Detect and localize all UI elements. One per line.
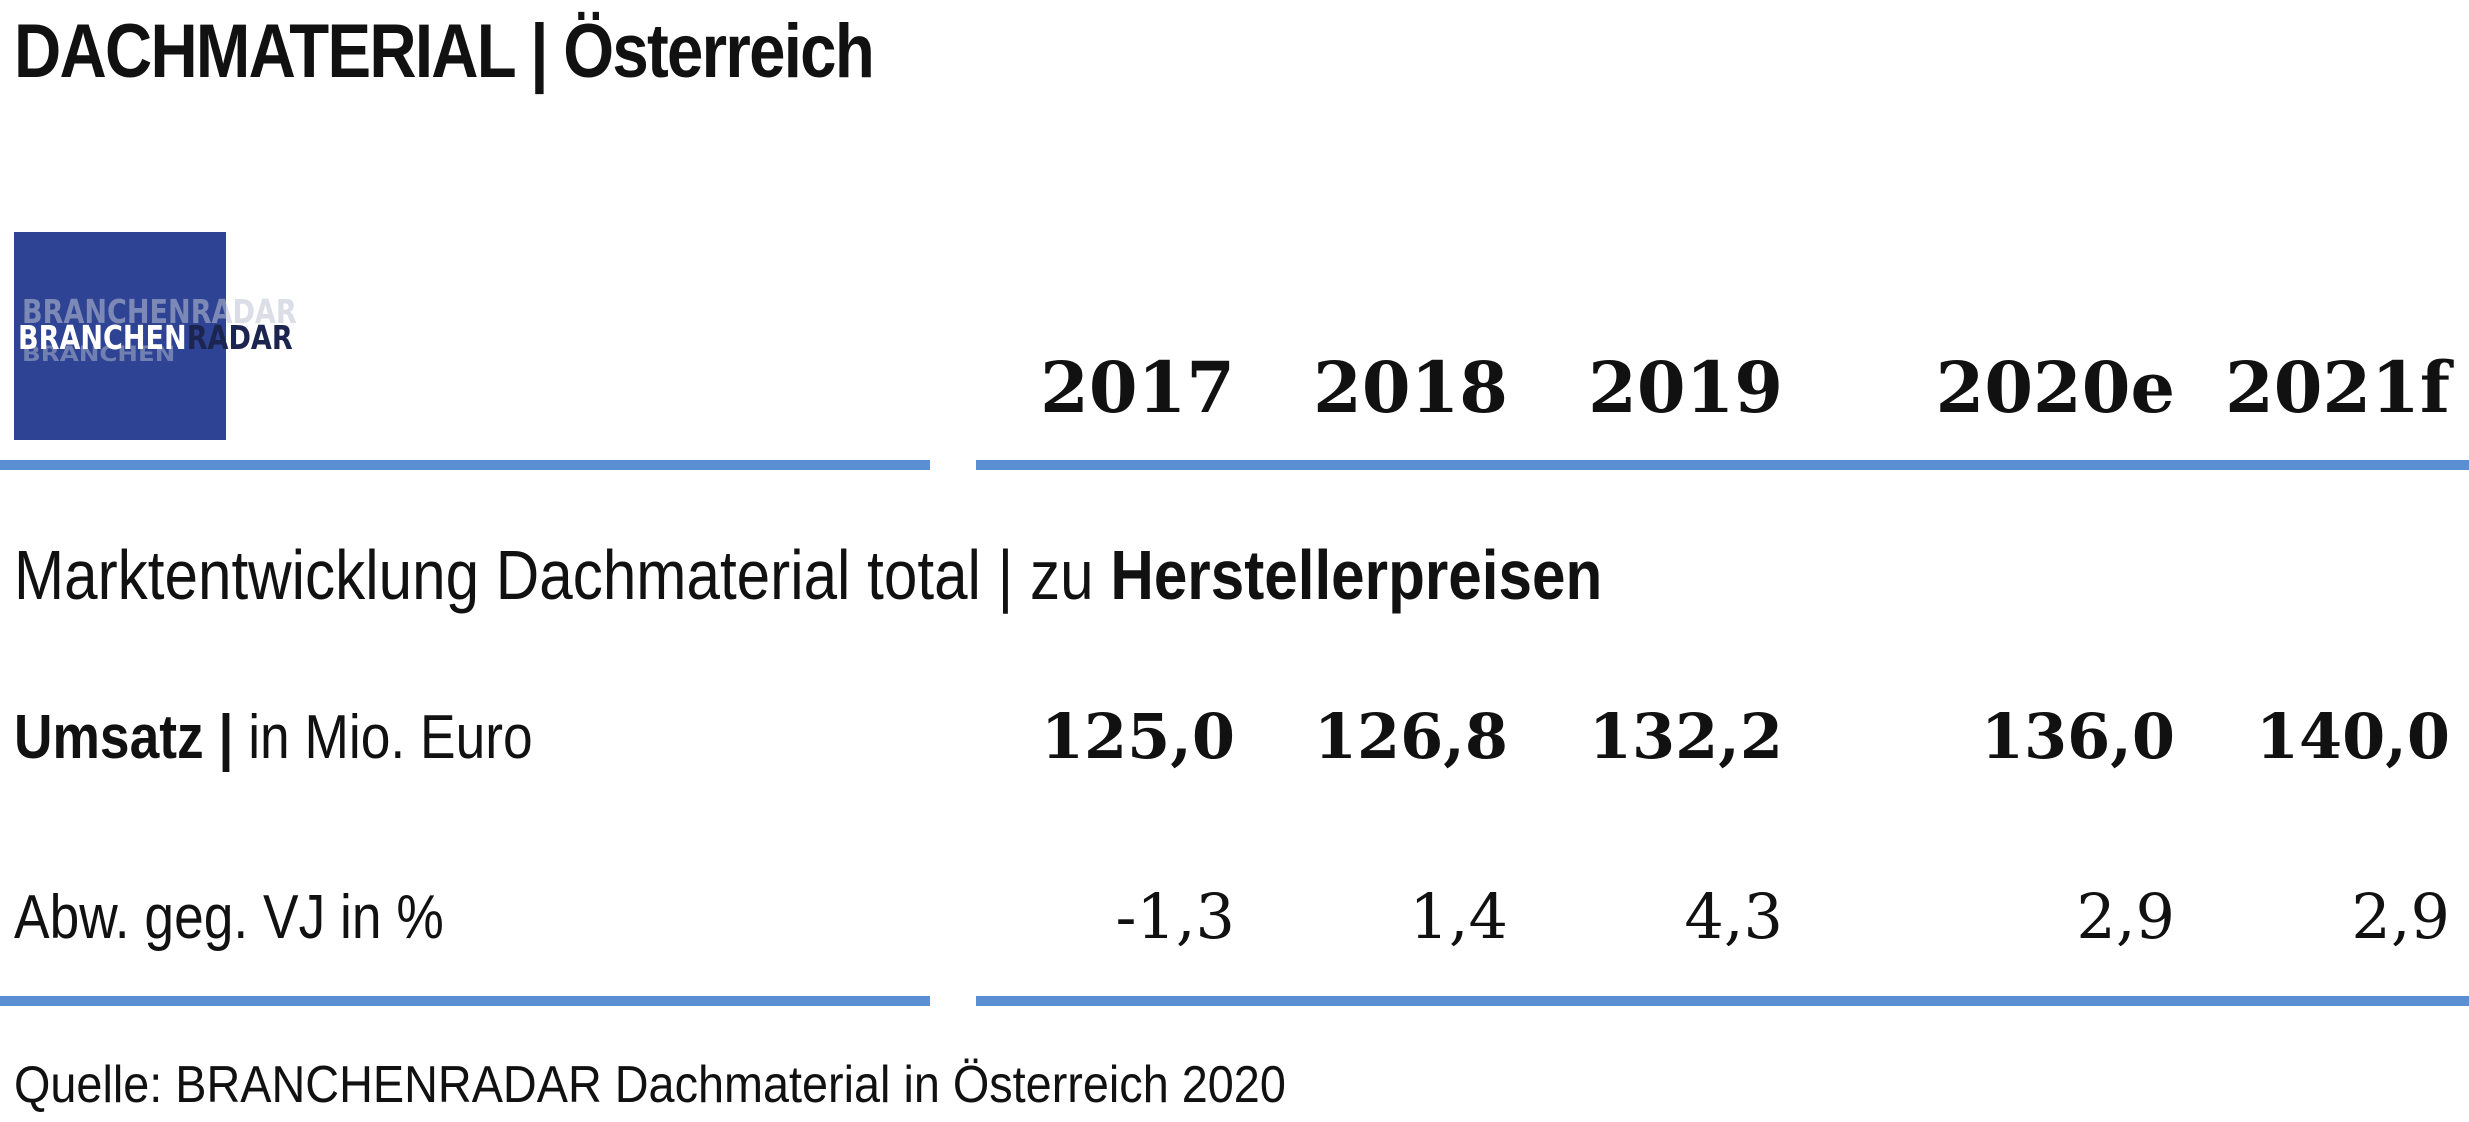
header-rule-left <box>0 460 930 470</box>
header-rule-right <box>976 460 2469 470</box>
revenue-label-plain: in Mio. Euro <box>233 703 533 772</box>
change-value-2019: 4,3 <box>1684 880 1783 953</box>
year-header-2020e: 2020e <box>1935 346 2175 429</box>
change-value-2017: -1,3 <box>1115 880 1235 953</box>
revenue-value-2021f: 140,0 <box>2255 700 2450 773</box>
logo-part-radar: RADAR <box>186 318 293 357</box>
year-header-2019: 2019 <box>1588 346 1783 429</box>
subtitle-bold: Herstellerpreisen <box>1110 536 1603 614</box>
table-subtitle: Marktentwicklung Dachmaterial total | zu… <box>14 535 1602 615</box>
revenue-label-bold: Umsatz | <box>14 703 234 772</box>
page-title: DACHMATERIAL | Österreich <box>14 8 875 95</box>
year-header-2018: 2018 <box>1313 346 1508 429</box>
subtitle-plain: Marktentwicklung Dachmaterial total | zu <box>14 536 1111 614</box>
footer-rule-left <box>0 996 930 1006</box>
title-separator: | <box>530 9 548 94</box>
change-value-2018: 1,4 <box>1409 880 1508 953</box>
change-value-2020e: 2,9 <box>2076 880 2175 953</box>
revenue-value-2020e: 136,0 <box>1980 700 2175 773</box>
logo-wordmark: BRANCHENRADAR <box>18 318 293 357</box>
logo-part-branchen: BRANCHEN <box>18 318 187 357</box>
revenue-value-2017: 125,0 <box>1040 700 1235 773</box>
logo-shadow-text: BRANCHENRADAR <box>22 292 297 331</box>
revenue-row-label: Umsatz | in Mio. Euro <box>14 702 533 773</box>
revenue-value-2018: 126,8 <box>1313 700 1508 773</box>
revenue-value-2019: 132,2 <box>1588 700 1783 773</box>
source-note: Quelle: BRANCHENRADAR Dachmaterial in Ös… <box>14 1056 1286 1114</box>
change-row-label: Abw. geg. VJ in % <box>14 883 444 952</box>
title-main: DACHMATERIAL <box>14 9 516 94</box>
year-header-2021f: 2021f <box>2225 346 2450 429</box>
footer-rule-right <box>976 996 2469 1006</box>
title-country: Österreich <box>563 9 874 94</box>
branchenradar-logo <box>14 232 226 440</box>
change-value-2021f: 2,9 <box>2351 880 2450 953</box>
year-header-2017: 2017 <box>1040 346 1235 429</box>
logo-reflection-text: BRANCHEN <box>22 342 176 367</box>
